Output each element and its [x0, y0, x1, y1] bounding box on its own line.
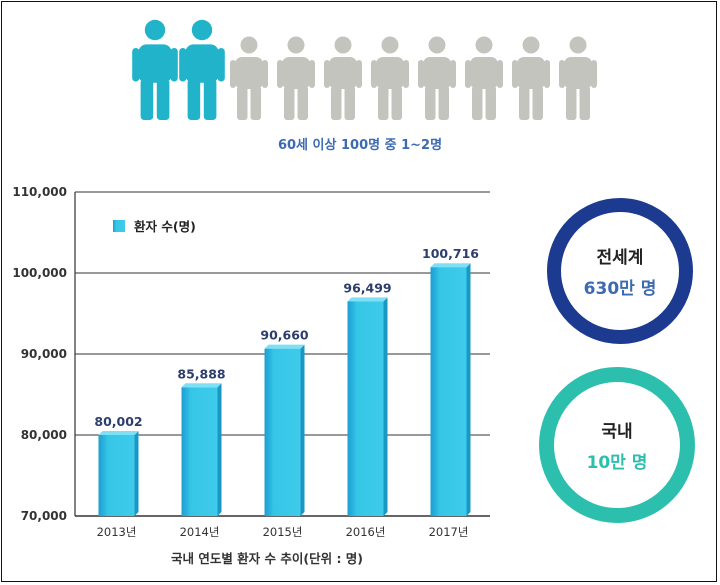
y-tick-label: 110,000 [12, 185, 67, 199]
people-pictogram [132, 19, 597, 120]
pictogram-caption: 60세 이상 100명 중 1~2명 [277, 138, 443, 153]
person-icon [418, 36, 456, 120]
legend-swatch [113, 220, 125, 232]
bar [181, 387, 218, 516]
x-axis-title: 국내 연도별 환자 수 추이(단위 : 명) [171, 551, 363, 566]
bar-top [181, 383, 222, 388]
bar [430, 267, 467, 516]
person-icon [465, 36, 503, 120]
bar [98, 434, 135, 516]
bar-top [264, 344, 305, 349]
bar [264, 348, 301, 516]
x-tick-label: 2017년 [429, 525, 469, 539]
patients-bar-chart: 70,000 80,000 90,000 100,000 110,000 80,002 20… [12, 185, 490, 566]
bar-side [300, 344, 305, 516]
person-icon [277, 36, 315, 120]
bar-top [98, 430, 139, 435]
domestic-stat-value: 10만 명 [586, 453, 648, 473]
bar-side [134, 430, 139, 516]
world-stat-ring: 전세계 630만 명 [547, 198, 693, 344]
person-icon [324, 36, 362, 120]
person-icon [559, 36, 597, 120]
data-label: 100,716 [422, 246, 479, 261]
person-icon-highlighted [179, 19, 225, 120]
data-label: 85,888 [177, 366, 225, 381]
bar [347, 301, 384, 516]
x-tick-label: 2015년 [263, 525, 303, 539]
y-tick-label: 80,000 [21, 428, 67, 442]
legend: 환자 수(명) [113, 219, 196, 234]
x-tick-label: 2013년 [97, 525, 137, 539]
y-tick-label: 90,000 [21, 347, 67, 361]
x-tick-label: 2014년 [180, 525, 220, 539]
bar-side [217, 383, 222, 516]
person-icon [230, 36, 268, 120]
person-icon [512, 36, 550, 120]
domestic-stat-label: 국내 [601, 422, 633, 442]
bar-side [466, 263, 471, 516]
world-stat-value: 630만 명 [583, 279, 657, 299]
data-label: 96,499 [343, 280, 391, 295]
legend-label: 환자 수(명) [134, 219, 196, 234]
data-label: 90,660 [260, 328, 309, 343]
bar-side [383, 297, 388, 516]
person-icon [371, 36, 409, 120]
bar-top [347, 297, 388, 302]
y-tick-label: 70,000 [21, 509, 67, 523]
bar-top [430, 263, 471, 268]
person-icon-highlighted [132, 19, 178, 120]
y-tick-label: 100,000 [12, 266, 67, 280]
x-tick-label: 2016년 [346, 525, 386, 539]
world-stat-label: 전세계 [596, 248, 644, 268]
domestic-stat-ring: 국내 10만 명 [539, 367, 695, 523]
data-label: 80,002 [94, 414, 142, 429]
